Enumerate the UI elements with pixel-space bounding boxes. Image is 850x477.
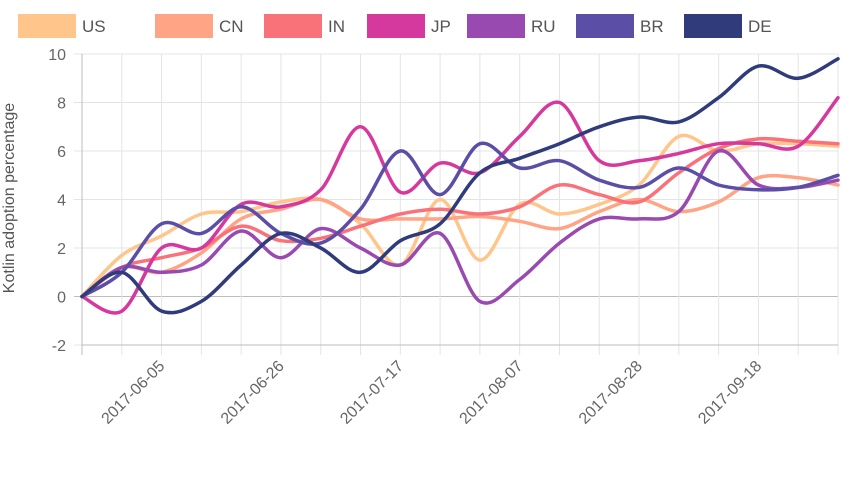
x-axis-ticks: 2017-06-05 2017-06-26 2017-07-17 2017-08-07… — [99, 358, 766, 428]
x-tick-label: 2017-09-18 — [695, 358, 765, 428]
y-tick-label: -2 — [52, 338, 66, 355]
legend-label-jp: JP — [431, 17, 451, 36]
y-axis-title: Kotlin adoption percentage — [1, 103, 18, 293]
y-tick-label: 6 — [57, 144, 66, 161]
series-line-br — [80, 141, 840, 299]
series-line-us — [80, 133, 840, 299]
axes — [81, 54, 838, 355]
legend-swatch-ru — [467, 14, 525, 38]
x-tick-label: 2017-06-26 — [218, 358, 288, 428]
x-tick-label: 2017-08-07 — [457, 358, 527, 428]
series-lines — [80, 57, 840, 315]
legend-swatch-br — [576, 14, 634, 38]
legend-swatch-us — [18, 14, 76, 38]
legend-label-ru: RU — [531, 17, 556, 36]
y-tick-label: 0 — [57, 290, 66, 307]
x-tick-label: 2017-06-05 — [99, 358, 169, 428]
x-tick-label: 2017-08-28 — [576, 358, 646, 428]
series-line-de — [80, 57, 840, 315]
legend-swatch-cn — [155, 14, 213, 38]
y-tick-label: 4 — [57, 193, 66, 210]
series-line-ru — [80, 149, 840, 305]
legend-swatch-jp — [367, 14, 425, 38]
legend-label-br: BR — [640, 17, 664, 36]
gridlines — [74, 53, 839, 355]
legend-label-cn: CN — [219, 17, 244, 36]
y-tick-label: 8 — [57, 96, 66, 113]
legend-label-de: DE — [748, 17, 772, 36]
y-tick-label: 2 — [57, 241, 66, 258]
legend-label-us: US — [82, 17, 106, 36]
y-tick-label: 10 — [48, 47, 66, 64]
series-line-jp — [80, 95, 840, 315]
legend-swatch-de — [684, 14, 742, 38]
legend-label-in: IN — [328, 17, 345, 36]
series-line-cn — [80, 173, 840, 299]
legend: US CN IN JP RU BR DE — [18, 14, 772, 38]
legend-swatch-in — [264, 14, 322, 38]
x-tick-label: 2017-07-17 — [337, 358, 407, 428]
y-axis-ticks: -2 0 2 4 6 8 10 — [48, 47, 66, 355]
